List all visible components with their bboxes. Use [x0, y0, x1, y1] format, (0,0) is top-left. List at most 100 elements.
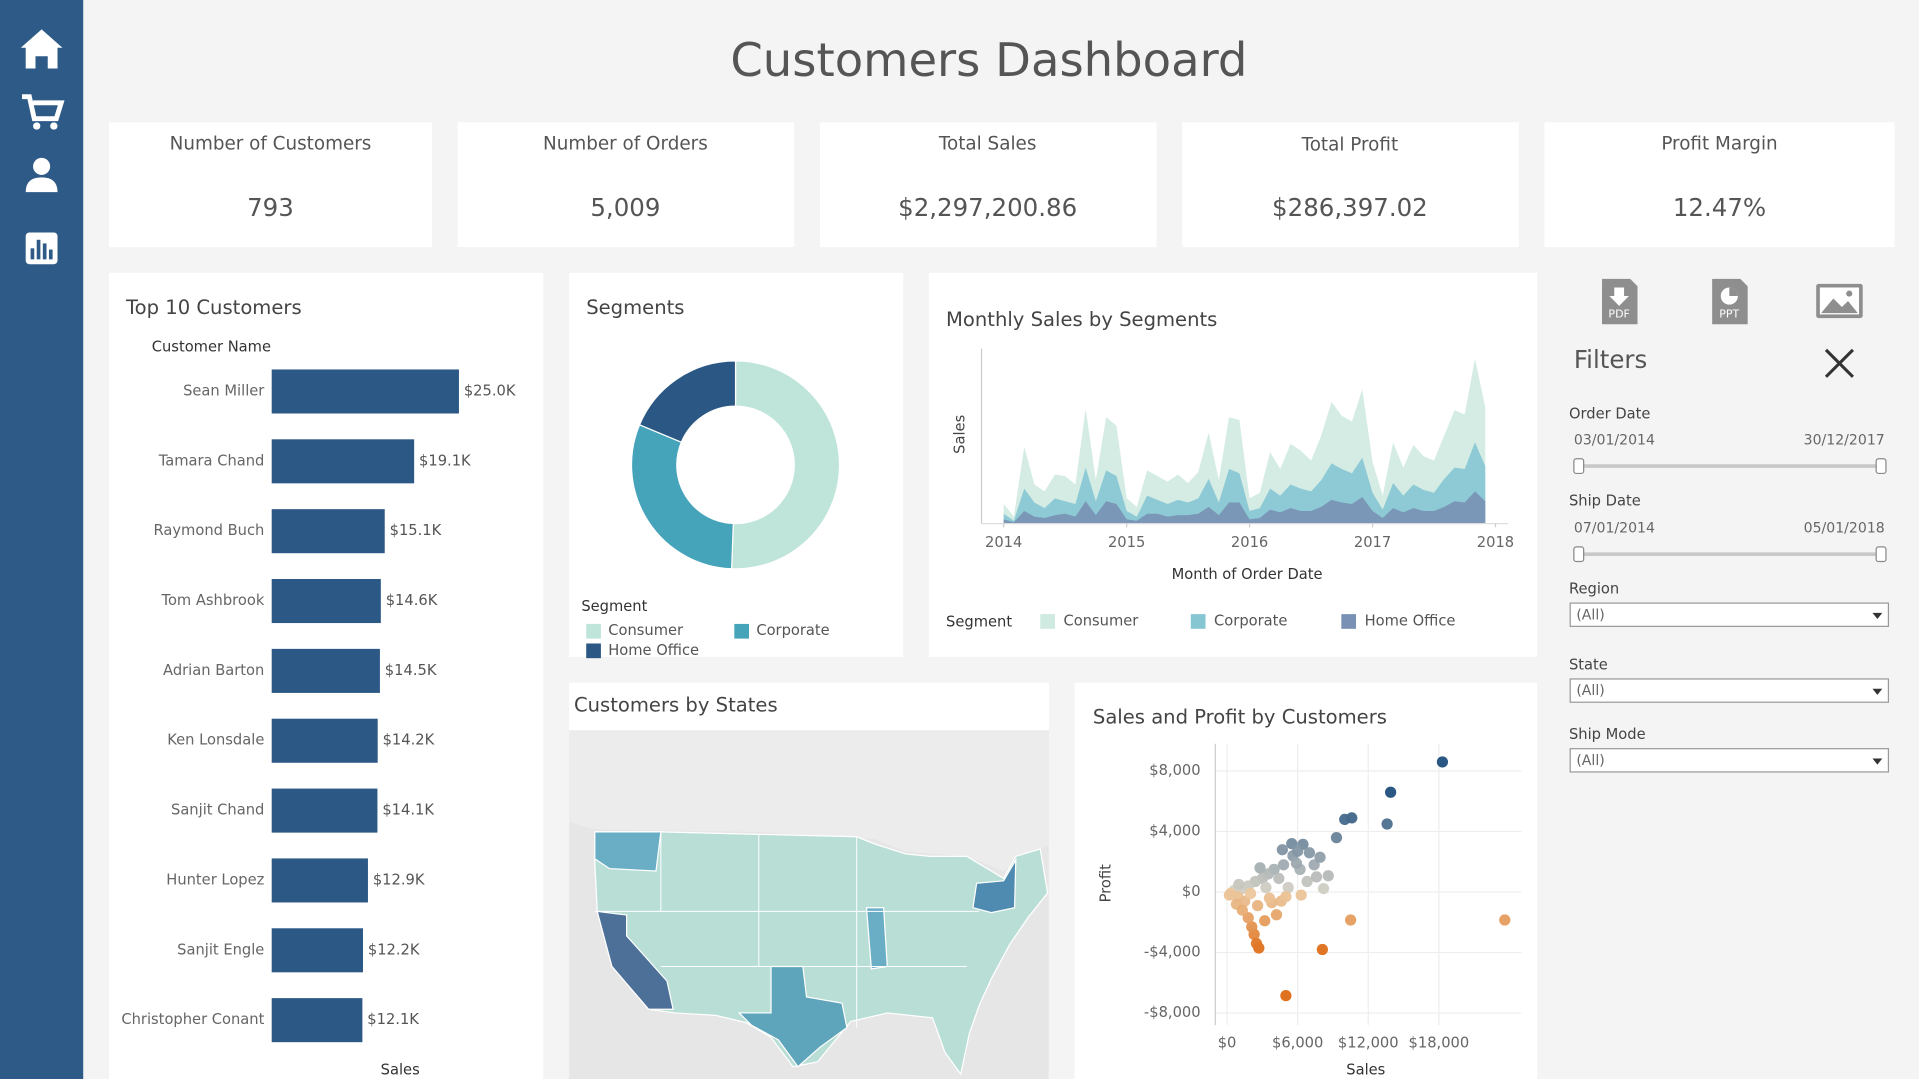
filter-label: State — [1569, 657, 1608, 674]
y-tick-label: $4,000 — [1149, 823, 1200, 840]
donut-slice — [630, 423, 734, 570]
filter-label: Region — [1569, 581, 1619, 598]
map-land — [594, 831, 1049, 1076]
chart-icon[interactable] — [25, 232, 58, 265]
bar — [271, 648, 380, 693]
legend-label: Home Office — [1365, 612, 1456, 629]
kpi-card — [1544, 122, 1895, 248]
home-icon[interactable] — [20, 29, 63, 69]
filters-panel: PDF PPT Filters Order Date 03/01/2014 30… — [1569, 278, 1890, 773]
user-icon[interactable] — [25, 157, 58, 193]
chart-title: Segments — [586, 296, 684, 319]
legend-swatch — [1190, 614, 1206, 629]
map-state — [594, 831, 662, 872]
value-label: $14.1K — [382, 802, 434, 819]
y-tick-label: $0 — [1182, 883, 1201, 900]
filters-title: Filters — [1574, 345, 1647, 374]
x-tick-label: $0 — [1218, 1035, 1237, 1052]
value-label: $19.1K — [419, 452, 471, 469]
scatter-point — [1314, 851, 1326, 863]
y-tick-label: -$4,000 — [1144, 944, 1201, 961]
date-slider[interactable] — [1573, 458, 1887, 475]
legend-swatch — [1040, 614, 1055, 629]
filter-start: 07/01/2014 — [1574, 520, 1655, 536]
cart-icon[interactable] — [22, 94, 65, 130]
scatter-point — [1280, 990, 1292, 1002]
icon-label: PDF — [1608, 307, 1629, 320]
scatter-point — [1301, 875, 1313, 888]
kpi-label: Total Profit — [1301, 135, 1399, 156]
category-label: Raymond Buch — [154, 522, 265, 539]
scatter-point — [1223, 889, 1236, 901]
bar — [271, 509, 385, 554]
scatter-point — [1499, 914, 1511, 926]
axis-title: Customer Name — [152, 338, 271, 355]
category-label: Tom Ashbrook — [160, 592, 264, 609]
kpi-card — [819, 122, 1157, 248]
scatter-point — [1317, 882, 1330, 895]
scatter-point — [1277, 859, 1290, 871]
kpi-value: 5,009 — [590, 193, 660, 222]
legend-swatch — [586, 643, 601, 659]
scatter-point — [1295, 889, 1307, 901]
scatter-point — [1303, 847, 1316, 859]
dashboard-title: Customers Dashboard — [730, 33, 1247, 87]
filter-label: Order Date — [1569, 406, 1650, 423]
scatter-point — [1273, 872, 1285, 885]
map-state — [972, 857, 1017, 914]
donut-slice — [638, 360, 737, 444]
close-button[interactable] — [1824, 348, 1854, 378]
value-label: $12.2K — [368, 941, 420, 958]
dropdown-value: (All) — [1576, 753, 1604, 769]
axis-title: Sales — [952, 415, 969, 454]
us-map — [569, 730, 1049, 1079]
legend-label: Consumer — [1064, 612, 1140, 629]
value-label: $14.5K — [385, 662, 437, 679]
kpi-value: $2,297,200.86 — [898, 193, 1077, 222]
legend-swatch — [586, 623, 601, 639]
nav-icons — [20, 29, 65, 265]
kpi-label: Profit Margin — [1661, 133, 1777, 154]
scatter-point — [1344, 914, 1357, 926]
panel — [569, 272, 904, 657]
map-canada — [569, 730, 1049, 872]
scatter-point — [1384, 786, 1397, 798]
value-label: $15.1K — [390, 522, 442, 539]
bar — [271, 858, 368, 903]
scatter-point — [1282, 881, 1294, 894]
scatter-point — [1339, 813, 1351, 826]
x-tick-label: 2017 — [1354, 534, 1391, 551]
chart-title: Monthly Sales by Segments — [946, 308, 1217, 331]
scatter-point — [1292, 845, 1304, 857]
map-borders — [594, 831, 980, 1028]
kpi-card — [108, 122, 433, 248]
x-tick-label: $18,000 — [1409, 1035, 1470, 1052]
dropdown[interactable] — [1569, 748, 1890, 773]
category-label: Ken Lonsdale — [167, 732, 264, 749]
pdf-export[interactable]: PDF — [1602, 278, 1638, 325]
bar — [271, 788, 378, 833]
bar — [271, 718, 378, 763]
date-slider[interactable] — [1573, 546, 1887, 563]
ppt-export[interactable]: PPT — [1712, 278, 1748, 325]
scatter-point — [1246, 921, 1258, 933]
image-export[interactable] — [1816, 283, 1863, 319]
bar — [271, 998, 363, 1043]
axis-title: Sales — [381, 1061, 420, 1078]
kpi-label: Number of Orders — [543, 133, 708, 154]
x-tick-label: $12,000 — [1338, 1035, 1399, 1052]
x-tick-label: $6,000 — [1272, 1035, 1323, 1052]
dropdown[interactable] — [1569, 602, 1890, 627]
legend-label: Consumer — [608, 622, 684, 639]
scatter-point — [1254, 862, 1266, 874]
value-label: $12.1K — [367, 1011, 419, 1028]
scatter-point — [1330, 831, 1343, 844]
kpi-card — [1182, 122, 1519, 248]
axis-title: Profit — [1097, 864, 1114, 903]
scatter-point — [1280, 890, 1292, 903]
scatter-point — [1252, 900, 1264, 912]
kpi-value: 12.47% — [1673, 193, 1766, 222]
dropdown[interactable] — [1569, 678, 1890, 703]
scatter-point — [1250, 937, 1263, 950]
legend-label: Home Office — [608, 642, 699, 659]
